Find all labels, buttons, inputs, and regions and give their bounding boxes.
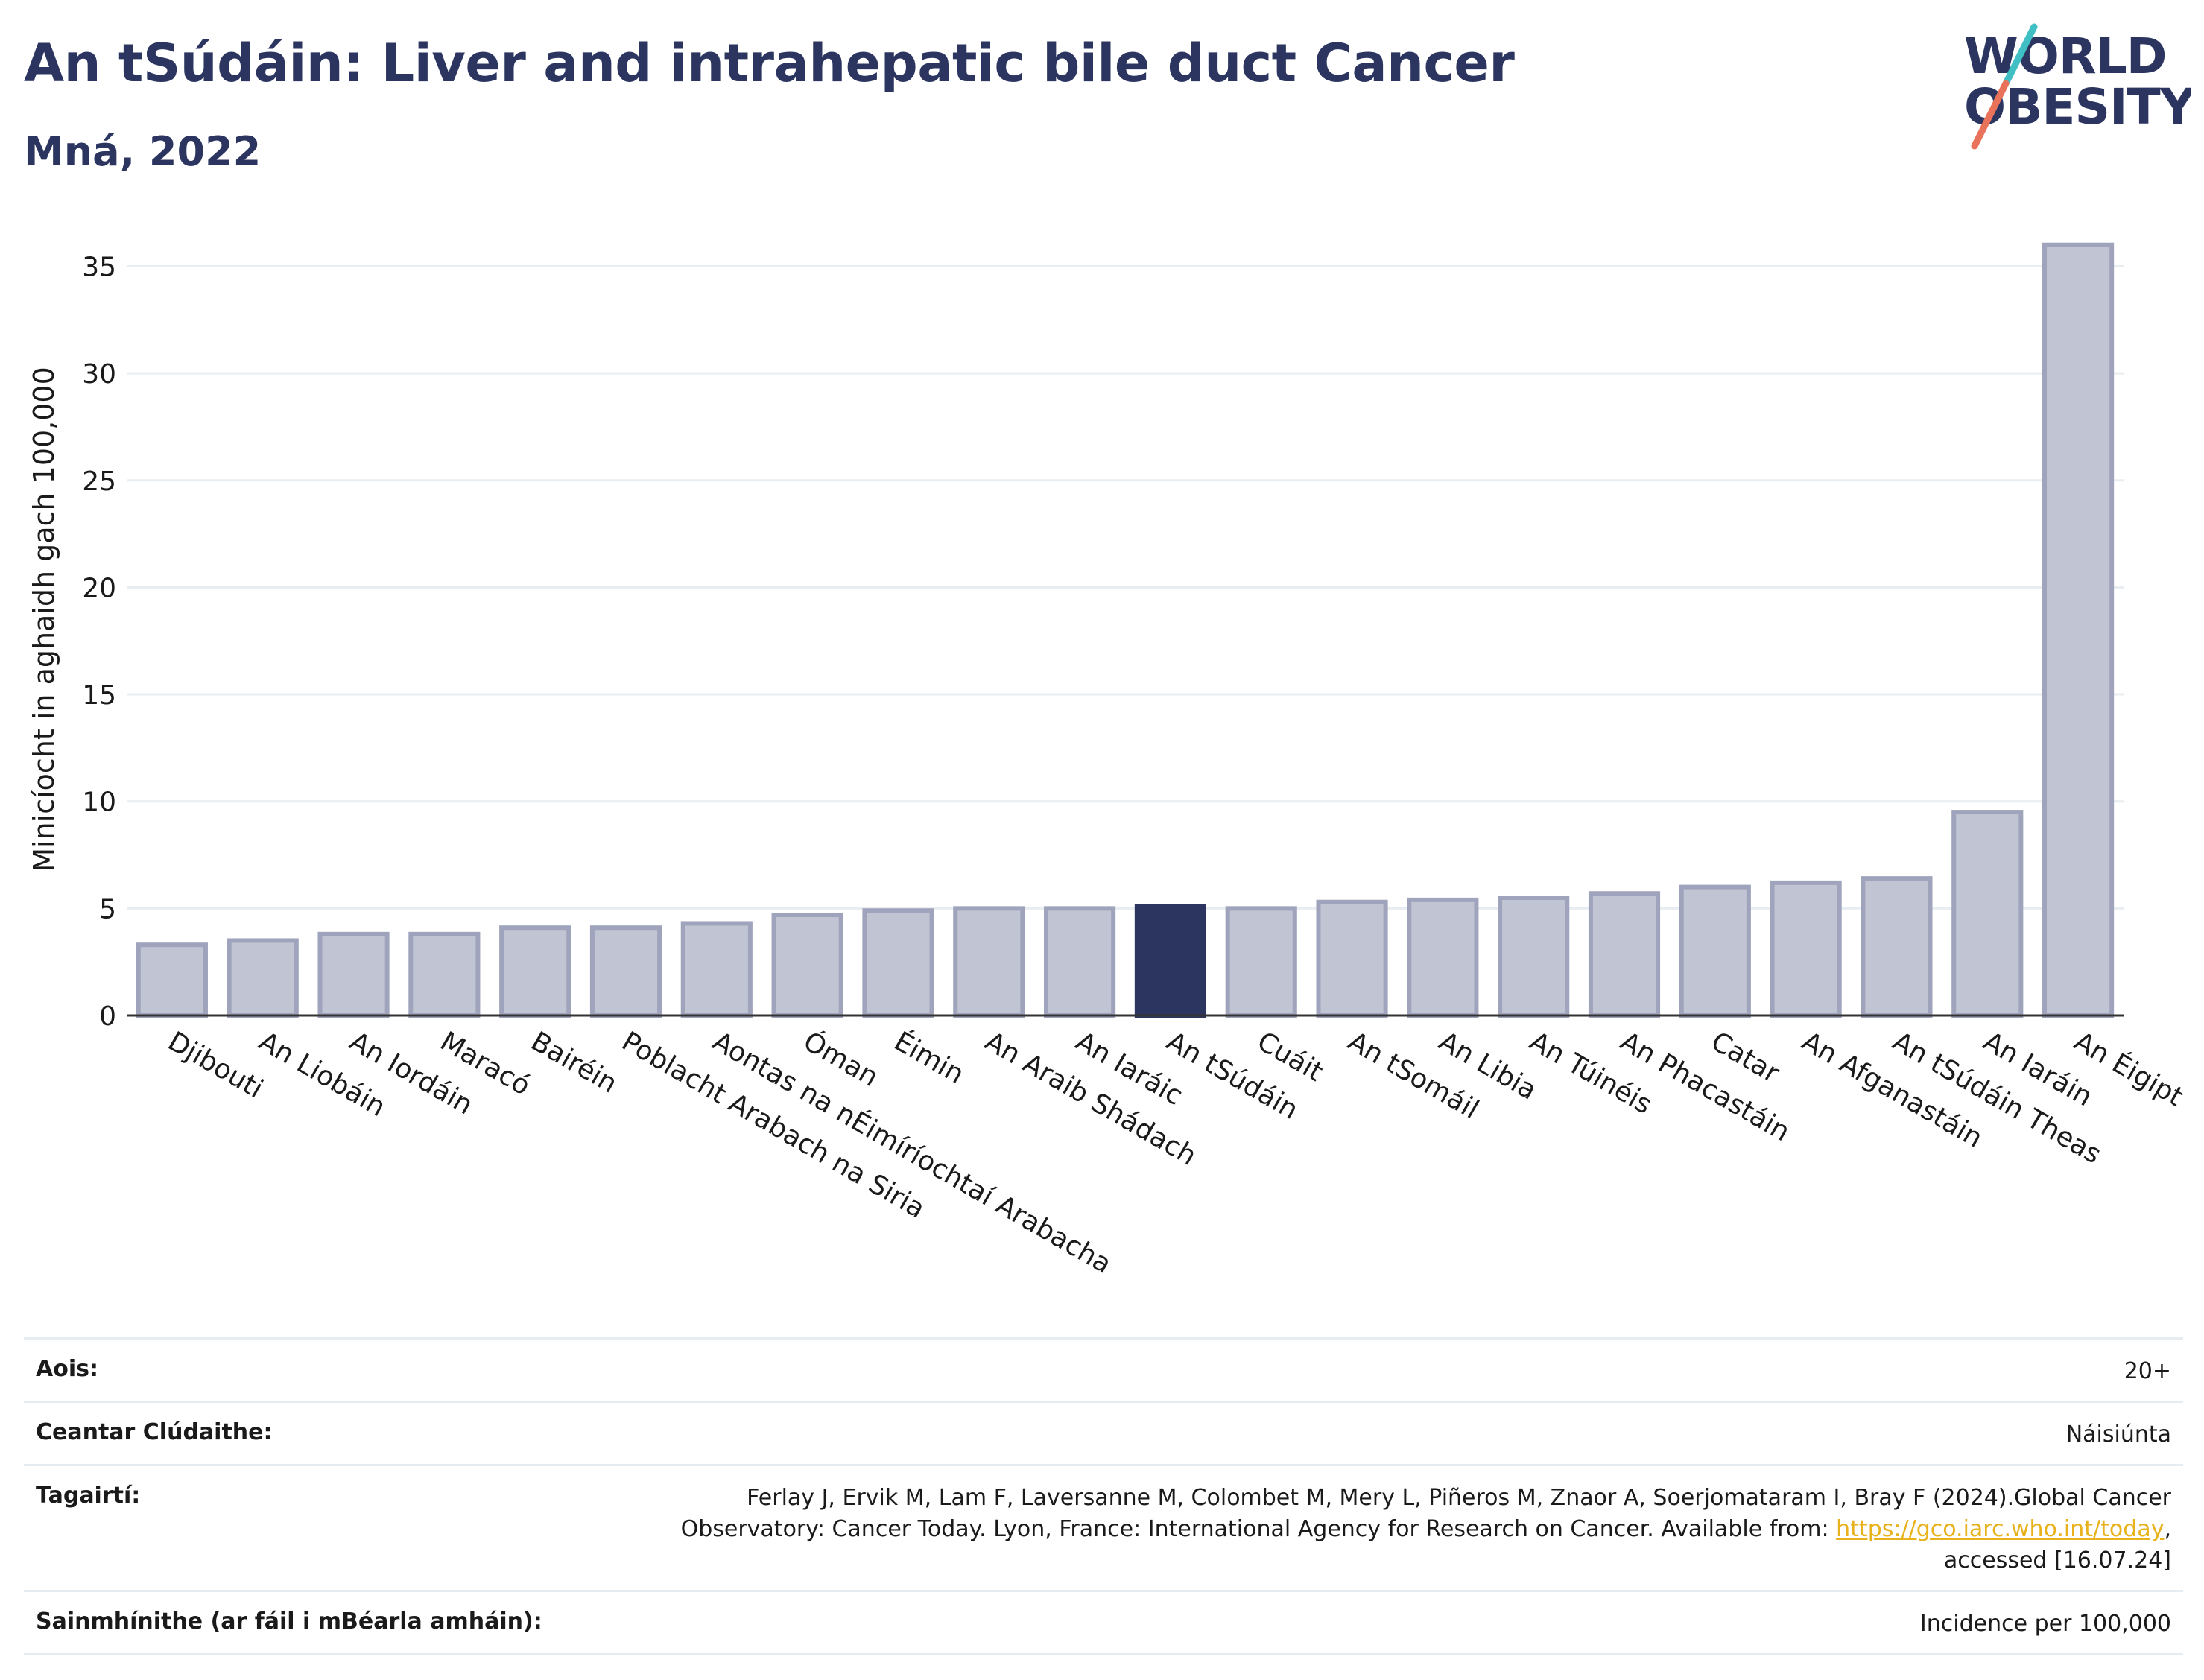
world-obesity-logo: WORLD OBESITY (1964, 23, 2191, 150)
bar (499, 925, 571, 1018)
bar (136, 942, 208, 1018)
y-tick-label: 20 (82, 573, 116, 603)
bar-highlighted (1134, 904, 1206, 1018)
bar (1225, 906, 1297, 1018)
y-tick-label: 10 (82, 787, 116, 818)
age-value: 20+ (2124, 1358, 2171, 1384)
chart-subtitle: Mná, 2022 (24, 128, 262, 175)
info-table: Aois: 20+ Ceantar Clúdaithe: Náisiúnta T… (24, 1337, 2183, 1655)
y-tick-label: 15 (82, 680, 116, 711)
bar (771, 912, 843, 1018)
y-tick-labels: 0 5 10 15 20 25 30 35 (82, 252, 116, 1032)
bar (1951, 810, 2024, 1018)
logo-slash-teal (2002, 23, 2038, 87)
bar (862, 908, 934, 1018)
bar (1498, 895, 1570, 1018)
bar (317, 931, 390, 1018)
y-tick-label: 0 (99, 1001, 116, 1032)
x-tick-label: Djibouti (162, 1026, 267, 1104)
references-link[interactable]: https://gco.iarc.who.int/today (1836, 1516, 2165, 1542)
definitions-label: Sainmhínithe (ar fáil i mBéarla amháin): (36, 1608, 542, 1635)
y-axis-title: Minicíocht in aghaidh gach 100,000 (28, 367, 60, 872)
bar (1316, 899, 1388, 1018)
references-line-2: Observatory: Cancer Today. Lyon, France:… (680, 1516, 1837, 1542)
references-line-1: Ferlay J, Ervik M, Lam F, Laversanne M, … (747, 1485, 2171, 1511)
bar (589, 925, 662, 1018)
coverage-label: Ceantar Clúdaithe: (36, 1419, 273, 1445)
x-tick-label: Bairéin (526, 1026, 622, 1099)
info-row-definitions: Sainmhínithe (ar fáil i mBéarla amháin):… (24, 1590, 2183, 1655)
references-line-2-end: , (2164, 1516, 2171, 1542)
bar (408, 931, 481, 1018)
info-row-coverage: Ceantar Clúdaithe: Náisiúnta (24, 1401, 2183, 1464)
references-value: Ferlay J, Ervik M, Lam F, Laversanne M, … (681, 1483, 2171, 1576)
bars (136, 242, 2115, 1018)
bar (1044, 906, 1116, 1018)
y-tick-label: 30 (82, 359, 116, 390)
y-tick-label: 25 (82, 466, 116, 497)
definitions-value: Incidence per 100,000 (1919, 1611, 2171, 1637)
bar (953, 906, 1025, 1018)
bar (2042, 242, 2115, 1018)
chart-title: An tSúdáin: Liver and intrahepatic bile … (24, 33, 1515, 94)
bar (1679, 884, 1751, 1018)
age-label: Aois: (36, 1356, 98, 1382)
references-line-3: accessed [16.07.24] (1943, 1547, 2171, 1573)
bar (227, 938, 299, 1018)
y-tick-label: 5 (99, 894, 116, 925)
gridlines (127, 264, 2124, 910)
info-row-age: Aois: 20+ (24, 1337, 2183, 1401)
logo-text-world: WORLD (1964, 28, 2167, 85)
bar (1770, 880, 1842, 1018)
logo-slash-coral (1971, 80, 2010, 150)
coverage-value: Náisiúnta (2065, 1421, 2171, 1448)
logo-text-obesity: OBESITY (1964, 78, 2191, 136)
references-label: Tagairtí: (36, 1483, 141, 1509)
y-tick-label: 35 (82, 252, 116, 282)
bar (1407, 897, 1479, 1018)
bar (1861, 876, 1933, 1018)
info-row-references: Tagairtí: Ferlay J, Ervik M, Lam F, Lave… (24, 1464, 2183, 1590)
bar (1588, 891, 1661, 1018)
bar (680, 921, 753, 1018)
x-tick-label: Éimin (889, 1025, 969, 1090)
